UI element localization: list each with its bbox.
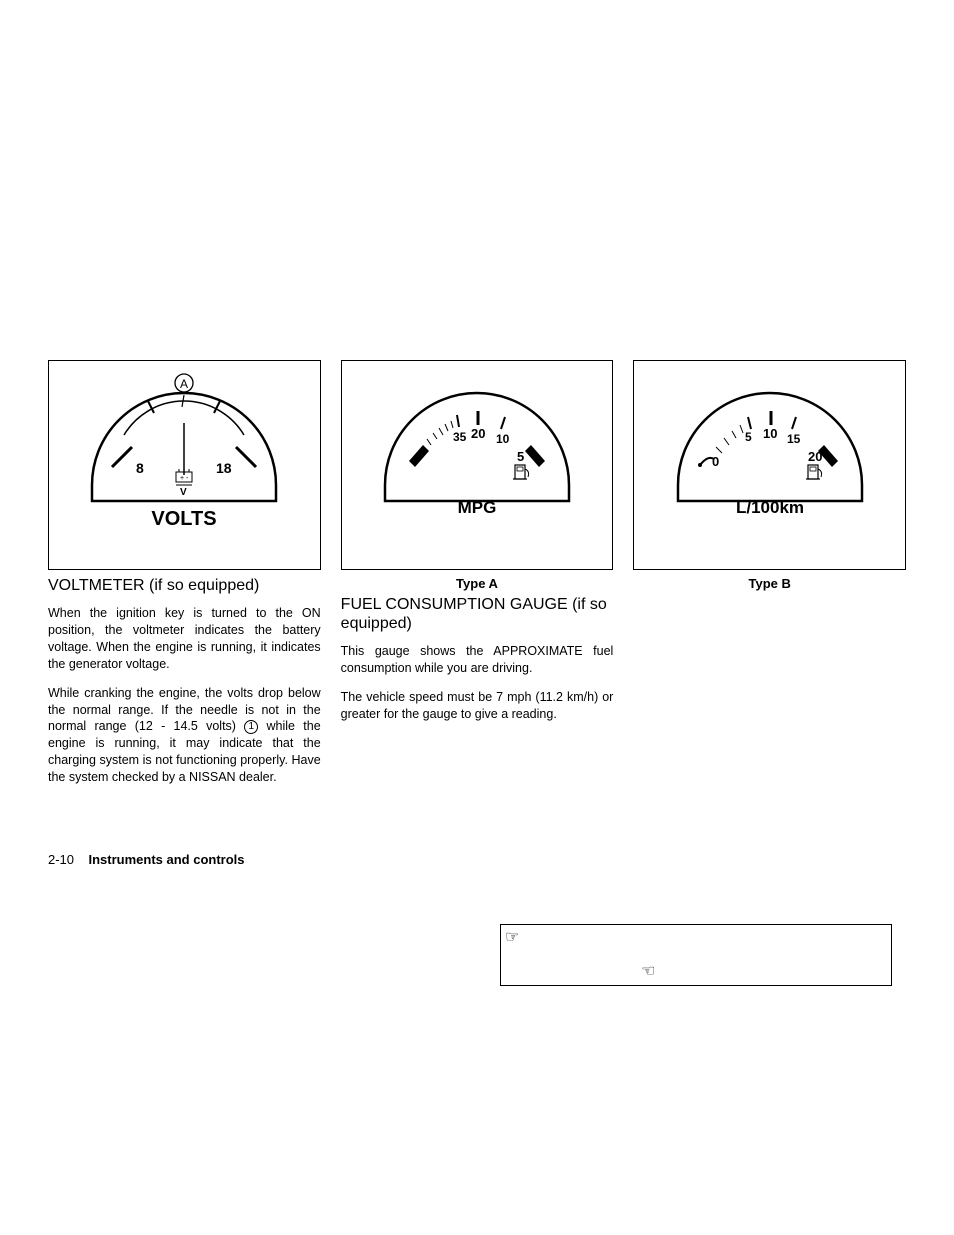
voltmeter-figure: A 8 18 + - V VOLTS xyxy=(48,360,321,570)
l-tick-20: 20 xyxy=(808,449,822,464)
l100km-label: L/100km xyxy=(736,498,804,517)
mpg-tick-35: 35 xyxy=(453,430,467,444)
voltmeter-para2: While cranking the engine, the volts dro… xyxy=(48,685,321,786)
page-number: 2-10 xyxy=(48,852,74,867)
fuel-b-caption: Type B xyxy=(633,576,906,591)
fuel-b-figure: 0 5 10 15 20 L/100km xyxy=(633,360,906,570)
l-tick-10: 10 xyxy=(763,426,777,441)
fuel-a-figure: 35 20 10 5 MPG xyxy=(341,360,614,570)
fuel-a-para1: This gauge shows the APPROXIMATE fuel co… xyxy=(341,643,614,677)
column-fuel-a: 35 20 10 5 MPG Type A FUEL CONSUMPTION G… xyxy=(341,360,614,798)
column-fuel-b: 0 5 10 15 20 L/100km Type B xyxy=(633,360,906,798)
fuel-a-title: FUEL CONSUMPTION GAUGE (if so equipped) xyxy=(341,595,614,633)
fuel-a-para2: The vehicle speed must be 7 mph (11.2 km… xyxy=(341,689,614,723)
hand-right-icon: ☞ xyxy=(505,927,519,947)
voltmeter-para1: When the ignition key is turned to the O… xyxy=(48,605,321,673)
callout-box: ☞ ☞ xyxy=(500,924,892,986)
l-tick-0: 0 xyxy=(712,454,719,469)
mpg-label: MPG xyxy=(458,498,497,517)
mpg-tick-5: 5 xyxy=(517,449,524,464)
voltmeter-title: VOLTMETER (if so equipped) xyxy=(48,576,321,595)
chapter-title: Instruments and controls xyxy=(88,852,244,867)
fuel-a-caption: Type A xyxy=(341,576,614,591)
mpg-tick-10: 10 xyxy=(496,432,510,446)
l-tick-15: 15 xyxy=(787,432,801,446)
l-tick-5: 5 xyxy=(745,430,752,444)
volt-max: 18 xyxy=(216,460,232,476)
svg-text:-: - xyxy=(186,475,189,482)
callout-a-label: A xyxy=(180,377,188,391)
content-columns: A 8 18 + - V VOLTS VOLTMETER (if so equi… xyxy=(48,360,906,798)
mpg-tick-20: 20 xyxy=(471,426,485,441)
svg-text:V: V xyxy=(180,487,187,498)
page-footer: 2-10 Instruments and controls xyxy=(48,852,245,867)
l100km-gauge-svg: 0 5 10 15 20 L/100km xyxy=(650,365,890,565)
column-voltmeter: A 8 18 + - V VOLTS VOLTMETER (if so equi… xyxy=(48,360,321,798)
circled-1: 1 xyxy=(244,720,258,734)
hand-left-icon: ☞ xyxy=(641,961,655,981)
voltmeter-gauge-svg: A 8 18 + - V VOLTS xyxy=(64,365,304,565)
svg-text:+: + xyxy=(180,475,184,482)
mpg-gauge-svg: 35 20 10 5 MPG xyxy=(357,365,597,565)
volts-label: VOLTS xyxy=(152,508,217,530)
volt-min: 8 xyxy=(136,460,144,476)
